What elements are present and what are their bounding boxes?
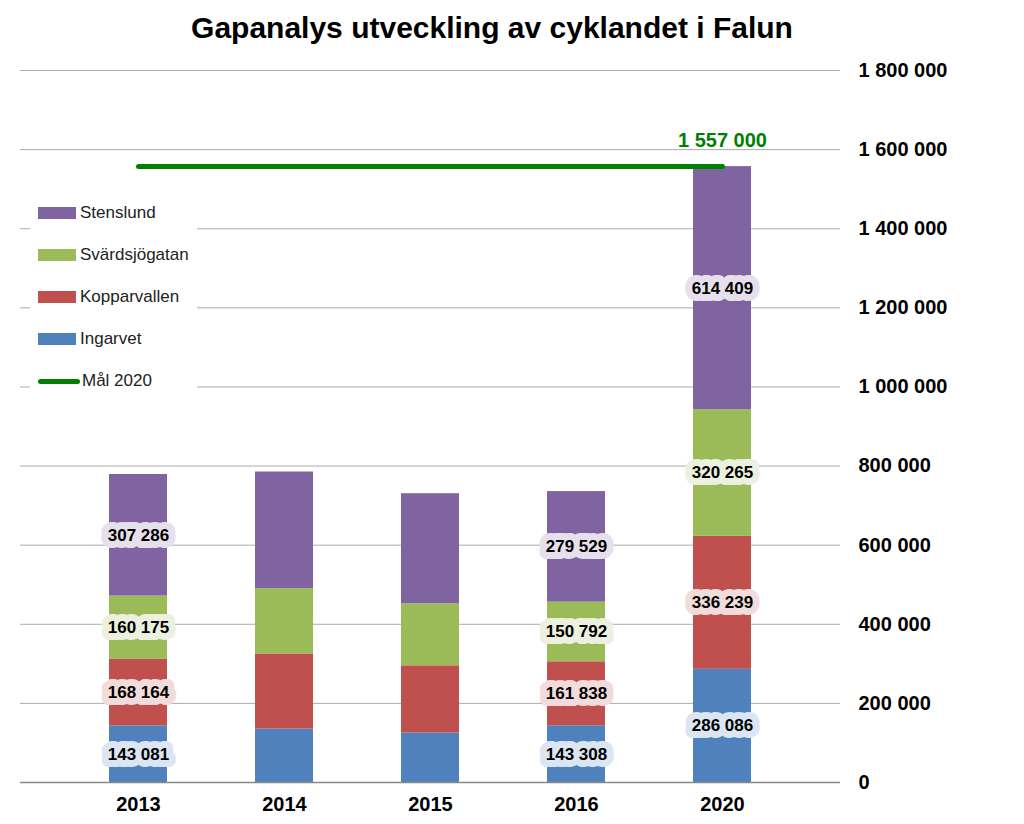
svg-text:2016: 2016 <box>554 793 599 815</box>
svg-text:1 557 000: 1 557 000 <box>678 129 767 151</box>
svg-text:286 086: 286 086 <box>692 716 753 735</box>
html-text:Gapanalys utveckling av cyklan: Gapanalys utveckling av cyklandet i Falu… <box>191 11 793 44</box>
svg-text:2014: 2014 <box>262 793 307 815</box>
svg-text:168 164: 168 164 <box>108 683 170 702</box>
svg-text:600 000: 600 000 <box>859 534 931 556</box>
svg-text:1 600 000: 1 600 000 <box>859 138 948 160</box>
svg-text:2013: 2013 <box>116 793 161 815</box>
svg-text:614 409: 614 409 <box>692 279 753 298</box>
svg-text:307 286: 307 286 <box>108 526 169 545</box>
svg-text:1 200 000: 1 200 000 <box>859 296 948 318</box>
svg-text:800 000: 800 000 <box>859 454 931 476</box>
svg-text:2020: 2020 <box>700 793 745 815</box>
svg-text:1 000 000: 1 000 000 <box>859 375 948 397</box>
svg-text:2015: 2015 <box>408 793 453 815</box>
html-text:Ingarvet: Ingarvet <box>80 329 142 348</box>
svg-text:143 308: 143 308 <box>546 745 607 764</box>
html-text:Stenslund: Stenslund <box>80 203 156 222</box>
html-text:Kopparvallen: Kopparvallen <box>80 287 180 306</box>
svg-text:200 000: 200 000 <box>859 692 931 714</box>
svg-text:150 792: 150 792 <box>546 622 607 641</box>
svg-text:336 239: 336 239 <box>692 593 753 612</box>
svg-text:1 800 000: 1 800 000 <box>859 59 948 81</box>
svg-text:143 081: 143 081 <box>108 745 169 764</box>
html-text:Svärdsjögatan: Svärdsjögatan <box>80 245 189 264</box>
html-text:Mål 2020: Mål 2020 <box>82 371 152 390</box>
svg-text:1 400 000: 1 400 000 <box>859 217 948 239</box>
svg-text:160 175: 160 175 <box>108 618 169 637</box>
svg-text:320 265: 320 265 <box>692 463 753 482</box>
svg-text:400 000: 400 000 <box>859 613 931 635</box>
svg-text:0: 0 <box>859 771 870 793</box>
svg-text:279 529: 279 529 <box>546 537 607 556</box>
svg-text:161 838: 161 838 <box>546 684 607 703</box>
